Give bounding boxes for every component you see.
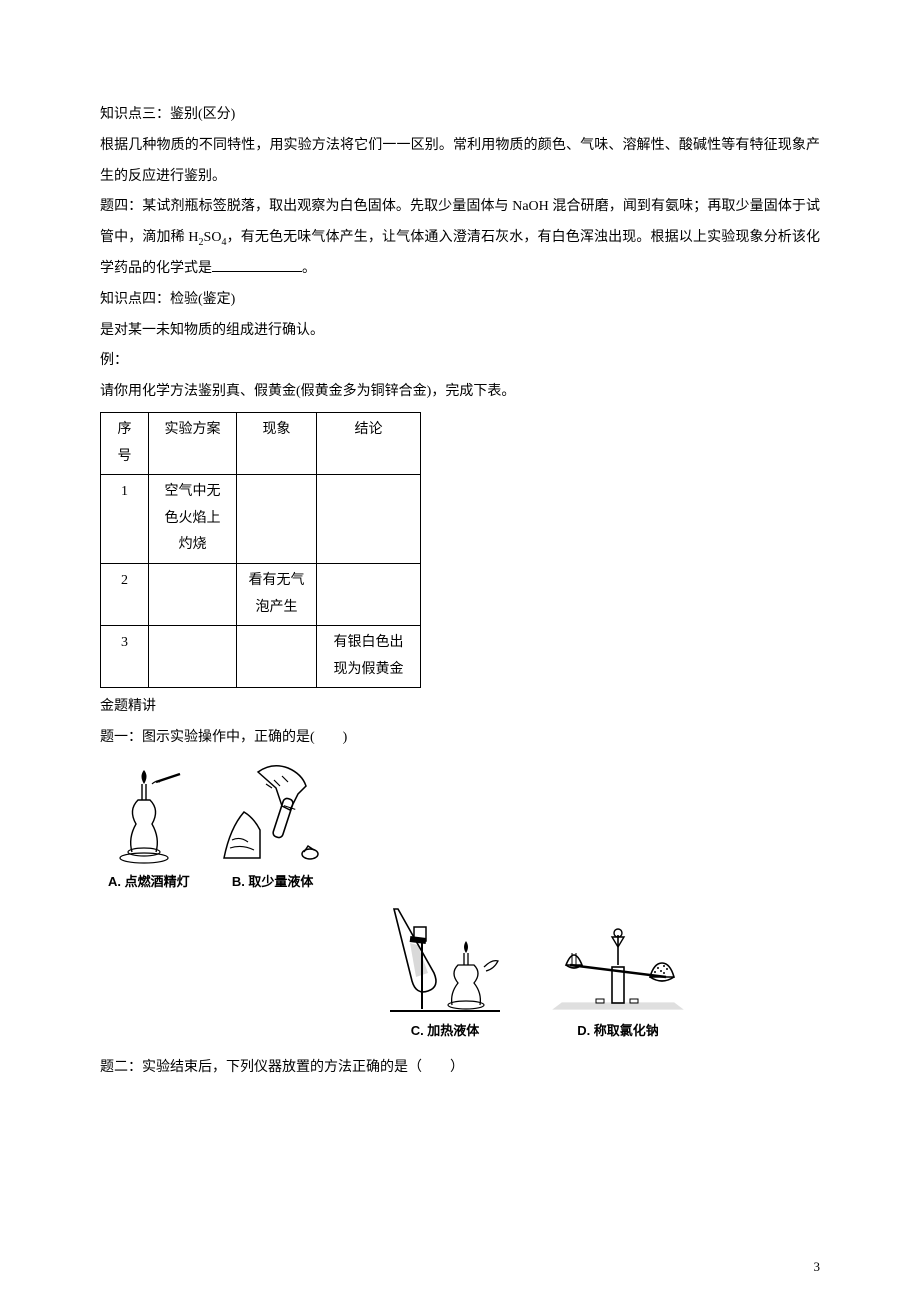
fig-d-image	[546, 925, 690, 1015]
question-4: 题四：某试剂瓶标签脱落，取出观察为白色固体。先取少量固体与 NaOH 混合研磨，…	[100, 192, 820, 284]
figure-row-2: C. 加热液体 D. 称取	[100, 903, 820, 1046]
example-label: 例：	[100, 346, 820, 377]
table-row: 2 看有无气泡产生	[101, 563, 421, 625]
fig-c-image	[380, 903, 510, 1015]
cell-conc: 有银白色出现为假黄金	[317, 626, 421, 688]
knowledge-4-title: 知识点四：检验(鉴定)	[100, 285, 820, 316]
cell-plan	[149, 626, 237, 688]
page-number: 3	[814, 1253, 821, 1282]
th-phen: 现象	[237, 412, 317, 474]
knowledge-4-desc: 是对某一未知物质的组成进行确认。	[100, 316, 820, 347]
table-row: 3 有银白色出现为假黄金	[101, 626, 421, 688]
fig-a: A. 点燃酒精灯	[108, 770, 190, 897]
cell-plan: 空气中无色火焰上灼烧	[149, 475, 237, 564]
knowledge-3-title: 知识点三：鉴别(区分)	[100, 100, 820, 131]
fig-b-image	[218, 758, 328, 866]
cell-num: 1	[101, 475, 149, 564]
th-num: 序号	[101, 412, 149, 474]
cell-phen	[237, 475, 317, 564]
q4-mid: SO	[204, 230, 222, 245]
fig-c: C. 加热液体	[380, 903, 510, 1046]
cell-phen	[237, 626, 317, 688]
knowledge-3-desc: 根据几种物质的不同特性，用实验方法将它们一一区别。常利用物质的颜色、气味、溶解性…	[100, 131, 820, 193]
cell-conc	[317, 475, 421, 564]
fig-d: D. 称取氯化钠	[546, 925, 690, 1046]
table-row: 1 空气中无色火焰上灼烧	[101, 475, 421, 564]
q4-blank	[212, 258, 302, 272]
fig-b-caption: B. 取少量液体	[218, 868, 328, 897]
cell-phen: 看有无气泡产生	[237, 563, 317, 625]
question-2: 题二：实验结束后，下列仪器放置的方法正确的是（ ）	[100, 1053, 820, 1084]
fig-a-image	[108, 770, 190, 866]
fig-b: B. 取少量液体	[218, 758, 328, 897]
fig-c-caption: C. 加热液体	[380, 1017, 510, 1046]
q4-end: 。	[302, 261, 316, 276]
cell-conc	[317, 563, 421, 625]
table-header-row: 序号 实验方案 现象 结论	[101, 412, 421, 474]
figure-row-1: A. 点燃酒精灯 B. 取少量液体	[108, 758, 820, 897]
cell-num: 3	[101, 626, 149, 688]
example-prompt: 请你用化学方法鉴别真、假黄金(假黄金多为铜锌合金)，完成下表。	[100, 377, 820, 408]
gold-table: 序号 实验方案 现象 结论 1 空气中无色火焰上灼烧 2 看有无气泡产生 3 有…	[100, 412, 421, 688]
cell-num: 2	[101, 563, 149, 625]
th-conc: 结论	[317, 412, 421, 474]
gold-section-title: 金题精讲	[100, 692, 820, 723]
cell-plan	[149, 563, 237, 625]
fig-d-caption: D. 称取氯化钠	[546, 1017, 690, 1046]
fig-a-caption: A. 点燃酒精灯	[108, 868, 190, 897]
th-plan: 实验方案	[149, 412, 237, 474]
question-1: 题一：图示实验操作中，正确的是( )	[100, 723, 820, 754]
